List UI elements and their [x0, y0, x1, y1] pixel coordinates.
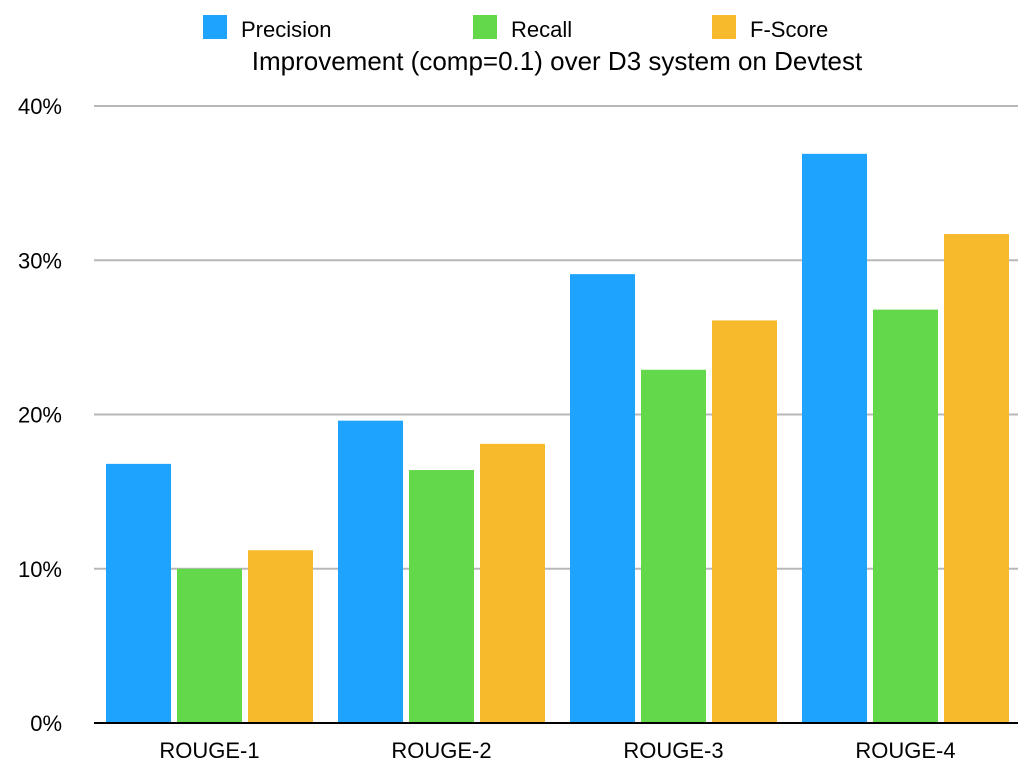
legend-swatch — [712, 15, 736, 39]
y-tick-label: 30% — [18, 248, 62, 273]
bar-f-score-rouge-3 — [712, 320, 777, 723]
bar-recall-rouge-3 — [641, 369, 706, 723]
x-tick-label: ROUGE-1 — [159, 738, 259, 763]
bar-recall-rouge-4 — [873, 309, 938, 723]
bar-f-score-rouge-1 — [248, 550, 313, 723]
y-tick-label: 20% — [18, 403, 62, 428]
bars — [106, 153, 1009, 723]
bar-precision-rouge-4 — [802, 153, 867, 723]
legend-label: Precision — [241, 17, 331, 42]
legend: Precision Recall F-Score — [203, 15, 828, 42]
y-axis-ticks: 0% 10% 20% 30% 40% — [18, 94, 62, 736]
chart-title: Improvement (comp=0.1) over D3 system on… — [252, 46, 863, 76]
x-tick-label: ROUGE-4 — [855, 738, 955, 763]
bar-f-score-rouge-2 — [480, 443, 545, 723]
legend-swatch — [473, 15, 497, 39]
bar-recall-rouge-2 — [409, 470, 474, 723]
y-tick-label: 10% — [18, 557, 62, 582]
bar-precision-rouge-2 — [338, 420, 403, 723]
legend-label: Recall — [511, 17, 572, 42]
x-tick-label: ROUGE-2 — [391, 738, 491, 763]
y-tick-label: 40% — [18, 94, 62, 119]
bar-recall-rouge-1 — [177, 568, 242, 723]
legend-label: F-Score — [750, 17, 828, 42]
x-axis-labels: ROUGE-1 ROUGE-2 ROUGE-3 ROUGE-4 — [159, 738, 955, 763]
bar-precision-rouge-3 — [570, 274, 635, 723]
legend-swatch — [203, 15, 227, 39]
bar-precision-rouge-1 — [106, 463, 171, 723]
y-tick-label: 0% — [30, 711, 62, 736]
bar-f-score-rouge-4 — [944, 234, 1009, 723]
x-tick-label: ROUGE-3 — [623, 738, 723, 763]
